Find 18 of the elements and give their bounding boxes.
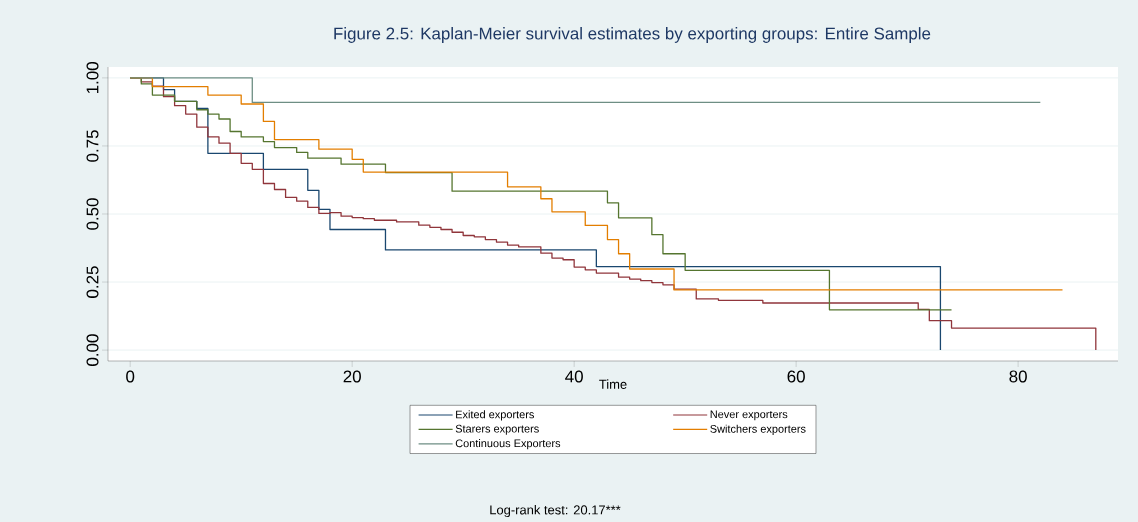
y-tick-label: 1.00	[86, 62, 99, 94]
chart-title: Figure 2.5: Kaplan-Meier survival estimates by exporting groups: Entire Sample	[334, 27, 931, 43]
x-tick-label: 20	[343, 370, 361, 383]
y-tick-label: 0.00	[86, 334, 99, 366]
y-tick-label: 0.75	[86, 130, 99, 162]
legend-label: Switchers exporters	[710, 424, 806, 435]
legend-label: Continuous Exporters	[455, 439, 561, 450]
text: Log-rank test: 20.17***	[490, 504, 621, 518]
y-tick-label: 0.50	[86, 198, 99, 230]
x-tick-label: 60	[787, 370, 805, 383]
legend-label: Exited exporters	[456, 410, 534, 421]
x-tick-label: 40	[565, 370, 583, 383]
x-tick-label: 80	[1009, 370, 1027, 383]
legend-label: Starers exporters	[455, 424, 539, 435]
legend-label: Never exporters	[710, 410, 788, 421]
x-tick-label: 0	[126, 370, 135, 383]
x-axis-title: Time	[599, 379, 627, 389]
y-tick-label: 0.25	[86, 266, 99, 298]
